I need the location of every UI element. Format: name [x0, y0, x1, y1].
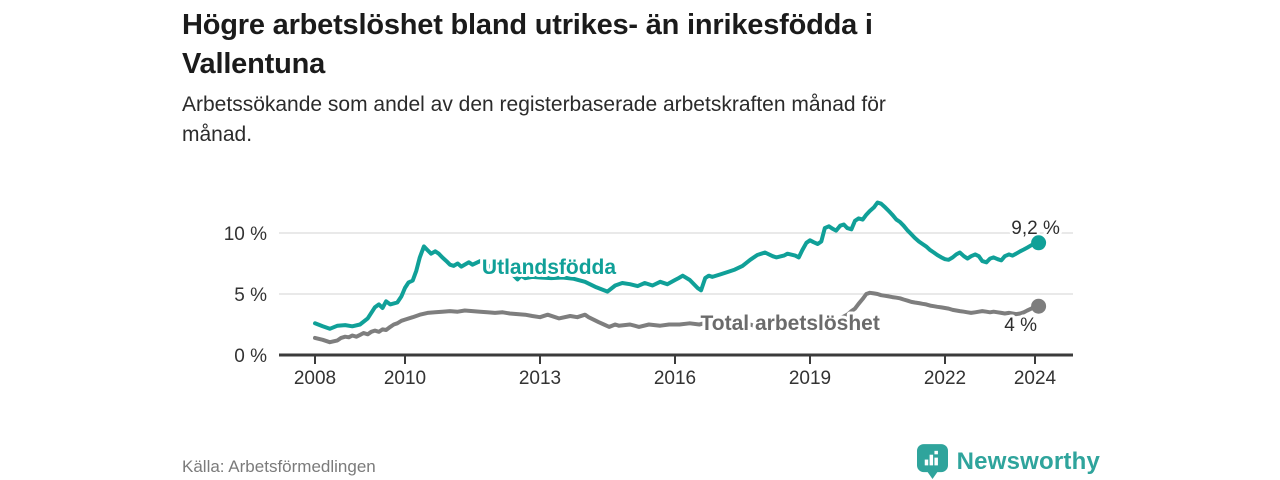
series-label-utlandsfodda: Utlandsfödda — [482, 256, 616, 279]
bar-chart-pin-icon — [916, 444, 948, 479]
x-tick-label-2022: 2022 — [924, 368, 966, 389]
x-tick-label-2024: 2024 — [1014, 368, 1057, 389]
subtitle-line-2: månad. — [182, 123, 253, 146]
x-tick-label-2008: 2008 — [294, 368, 336, 389]
newsworthy-brand: Newsworthy — [916, 444, 1100, 479]
title-line-1: Högre arbetslöshet bland utrikes- än inr… — [182, 9, 873, 41]
series-end-dot-utlandsfodda — [1031, 235, 1047, 251]
page-title: Högre arbetslöshet bland utrikes- än inr… — [182, 6, 1122, 84]
chart-subtitle: Arbetssökande som andel av den registerb… — [182, 90, 1122, 150]
newsworthy-wordmark: Newsworthy — [956, 447, 1100, 475]
y-tick-label-5: 5 % — [234, 285, 267, 306]
end-value-label-utlandsfodda: 9,2 % — [1011, 218, 1060, 239]
x-tick-label-2016: 2016 — [654, 368, 696, 389]
y-tick-label-10: 10 % — [224, 224, 267, 245]
x-tick-label-2019: 2019 — [789, 368, 831, 389]
x-tick-label-2010: 2010 — [384, 368, 426, 389]
x-tick-label-2013: 2013 — [519, 368, 561, 389]
series-line-utlandsfodda — [313, 200, 1041, 331]
series-end-dot-total-arbetsloshet — [1031, 298, 1047, 314]
end-value-label-total-arbetsloshet: 4 % — [1004, 315, 1037, 336]
y-tick-label-0: 0 % — [234, 346, 267, 367]
series-label-total-arbetsloshet: Total arbetslöshet — [701, 312, 880, 335]
subtitle-line-1: Arbetssökande som andel av den registerb… — [182, 93, 886, 116]
title-line-2: Vallentuna — [182, 48, 326, 80]
source-note: Källa: Arbetsförmedlingen — [182, 457, 376, 476]
series-line-total-arbetsloshet — [313, 290, 1041, 345]
